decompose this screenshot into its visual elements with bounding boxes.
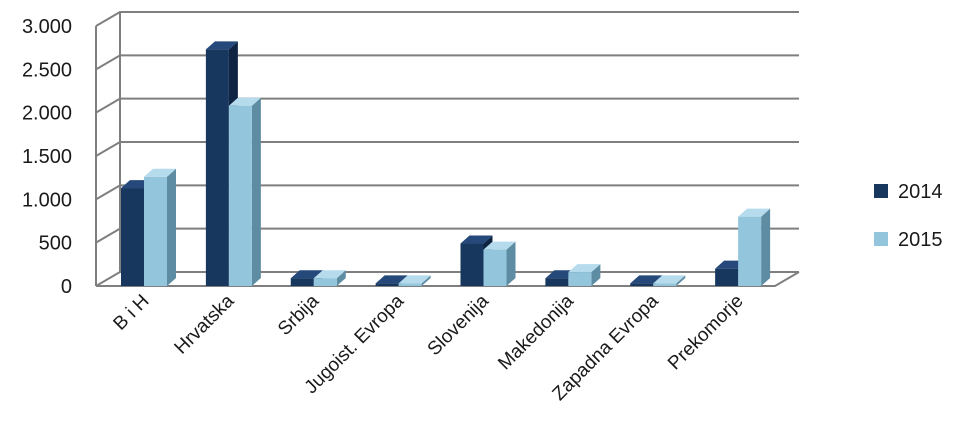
bar-front	[568, 272, 592, 286]
y-tick-label: 2.500	[22, 59, 72, 81]
bar-side	[591, 264, 601, 286]
x-category-label: Prekomorje	[664, 291, 748, 375]
bar-front	[715, 268, 739, 286]
y-axis: 0 500 1.000 1.500 2.000 2.500 3.000	[22, 16, 72, 298]
x-category-label: Makedonija	[494, 290, 578, 374]
bar-top	[375, 275, 408, 284]
bar-front	[653, 283, 677, 286]
bar-2015	[483, 241, 516, 286]
bar-2015	[398, 275, 431, 286]
bar-front	[398, 283, 422, 286]
bar-side	[761, 208, 771, 286]
gridline	[95, 11, 799, 27]
bar-side	[421, 275, 431, 286]
bar-top	[630, 275, 663, 284]
bar-top	[228, 97, 261, 106]
bar-side	[506, 241, 516, 286]
bar-front	[630, 283, 654, 286]
bar-front	[313, 278, 337, 286]
floor-edge	[96, 271, 800, 287]
gridline	[95, 54, 799, 71]
bar-2015	[568, 264, 601, 286]
bar-2015	[738, 208, 771, 286]
x-category-label: B i H	[110, 291, 154, 335]
gridlines	[95, 11, 800, 287]
bar-front	[228, 105, 252, 286]
bar-side	[251, 97, 261, 286]
bar-side	[336, 270, 346, 286]
bar-top	[653, 275, 686, 284]
y-tick-label: 500	[39, 233, 72, 255]
bar-top	[568, 264, 601, 273]
bar-top	[398, 275, 431, 284]
bar-2015	[144, 168, 176, 286]
bar-top	[290, 270, 323, 279]
legend-swatch	[874, 232, 888, 246]
legend-label: 2014	[898, 181, 943, 203]
x-category-label: Srbija	[274, 290, 324, 340]
legend-label: 2015	[898, 229, 943, 251]
y-tick-label: 0	[61, 276, 72, 298]
y-tick-label: 1.000	[22, 189, 72, 211]
gridline	[95, 271, 799, 287]
y-tick-label: 1.500	[22, 146, 72, 168]
bar-front	[738, 216, 762, 286]
bar-2015	[653, 275, 686, 286]
bar-side	[167, 168, 176, 286]
bar-front	[121, 188, 144, 286]
gridline	[95, 184, 799, 201]
bars	[121, 41, 771, 287]
bar-2015	[313, 270, 346, 286]
bar-front	[290, 278, 314, 286]
bar-2015	[228, 97, 261, 286]
bar-front	[205, 49, 229, 287]
bar-front	[460, 243, 484, 286]
legend: 2014 2015	[874, 181, 943, 251]
bar-top	[460, 235, 493, 244]
gridline	[95, 97, 799, 114]
bar-side	[676, 275, 686, 286]
y-tick-label: 2.000	[22, 103, 72, 125]
y-tick-label: 3.000	[22, 16, 72, 38]
bar-top	[144, 168, 176, 177]
bar-front	[483, 249, 507, 286]
bar-front	[375, 283, 399, 286]
bar-top	[313, 270, 346, 279]
bar-front	[144, 176, 167, 286]
bar-top	[205, 41, 238, 50]
x-category-label: Hrvatska	[171, 290, 239, 358]
gridline	[95, 227, 799, 244]
bar-top	[483, 241, 516, 250]
gridline	[95, 141, 799, 157]
bar-top	[738, 208, 771, 217]
bar-front	[545, 278, 569, 286]
x-category-label: Slovenija	[424, 290, 494, 360]
legend-swatch	[874, 184, 888, 198]
